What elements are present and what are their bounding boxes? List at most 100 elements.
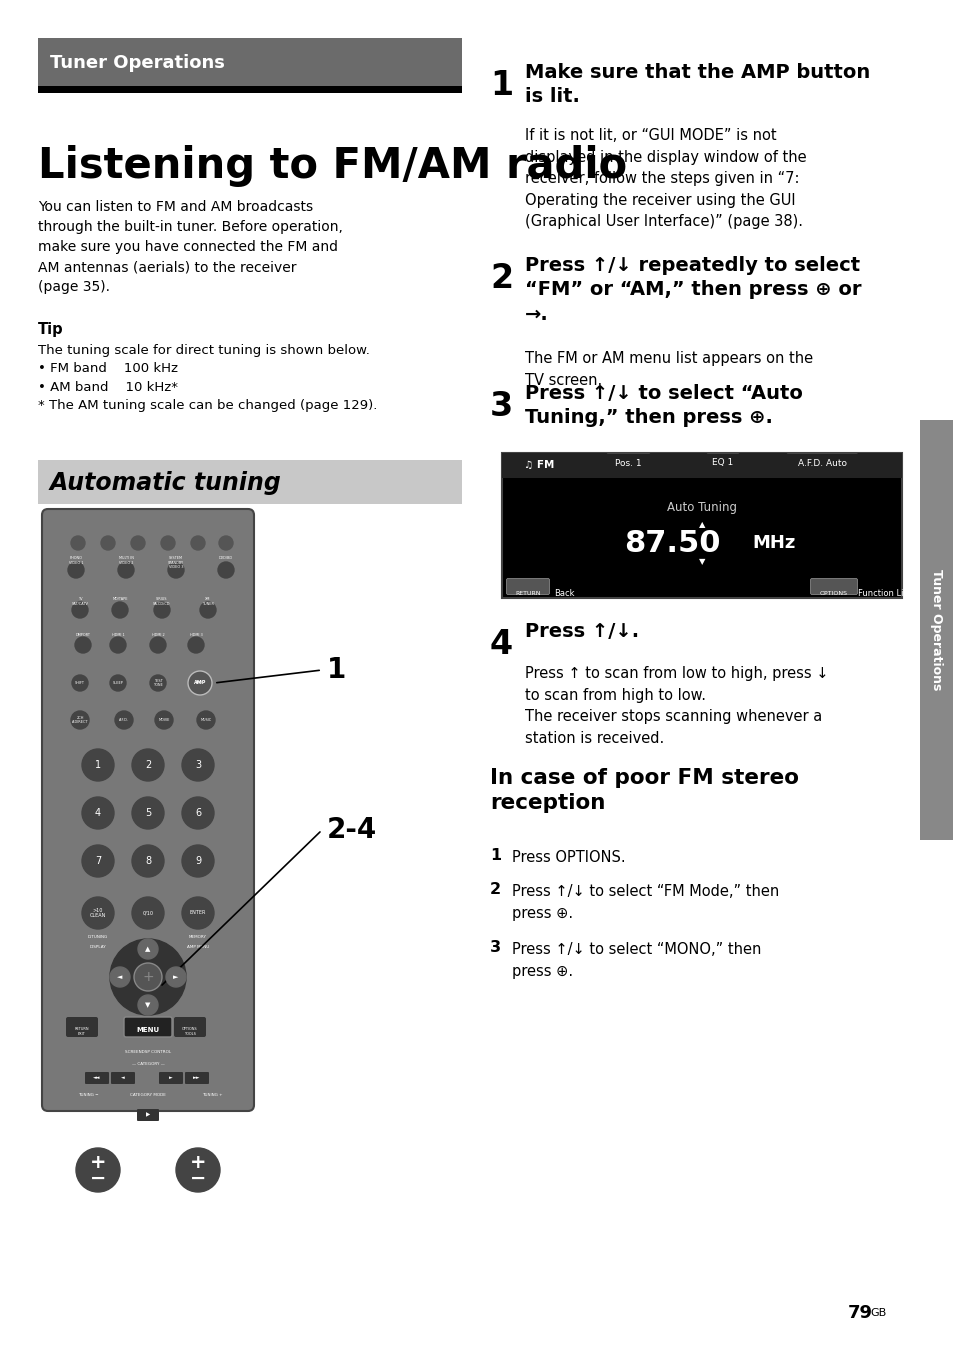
Circle shape <box>154 711 172 729</box>
Text: 7: 7 <box>94 856 101 867</box>
FancyBboxPatch shape <box>810 579 857 595</box>
Circle shape <box>101 535 115 550</box>
Text: TUNING −: TUNING − <box>78 1092 98 1096</box>
Circle shape <box>191 535 205 550</box>
Text: Press ↑/↓ to select “FM Mode,” then
press ⊕.: Press ↑/↓ to select “FM Mode,” then pres… <box>512 884 779 921</box>
Circle shape <box>190 673 210 694</box>
Text: EQ 1: EQ 1 <box>712 458 733 468</box>
FancyBboxPatch shape <box>66 1017 98 1037</box>
Text: Make sure that the AMP button
is lit.: Make sure that the AMP button is lit. <box>524 64 869 105</box>
Circle shape <box>71 602 88 618</box>
Text: DMPORT: DMPORT <box>75 633 91 637</box>
FancyBboxPatch shape <box>501 453 901 477</box>
Text: RETURN: RETURN <box>515 591 540 596</box>
Circle shape <box>71 535 85 550</box>
Text: MD/TAPE: MD/TAPE <box>112 598 128 602</box>
FancyBboxPatch shape <box>38 87 461 93</box>
Text: ▲: ▲ <box>145 946 151 952</box>
Text: −: − <box>90 1168 106 1187</box>
Text: Press ↑/↓ to select “Auto
Tuning,” then press ⊕.: Press ↑/↓ to select “Auto Tuning,” then … <box>524 384 802 427</box>
Circle shape <box>75 637 91 653</box>
FancyBboxPatch shape <box>785 454 858 472</box>
Text: RETURN
EXIT: RETURN EXIT <box>74 1028 90 1036</box>
Text: ►►: ►► <box>193 1075 200 1080</box>
Text: AMP MENU: AMP MENU <box>187 945 209 949</box>
Text: Press ↑/↓ repeatedly to select
“FM” or “AM,” then press ⊕ or
→.: Press ↑/↓ repeatedly to select “FM” or “… <box>524 256 861 323</box>
FancyBboxPatch shape <box>137 1109 159 1121</box>
Text: ◄◄: ◄◄ <box>93 1075 101 1080</box>
Text: If it is not lit, or “GUI MODE” is not
displayed in the display window of the
re: If it is not lit, or “GUI MODE” is not d… <box>524 128 806 230</box>
Text: SCREENDSP CONTROL: SCREENDSP CONTROL <box>125 1051 171 1055</box>
Text: ◄: ◄ <box>117 973 123 980</box>
Circle shape <box>115 711 132 729</box>
Text: Tuner Operations: Tuner Operations <box>50 54 225 72</box>
Text: ►: ► <box>173 973 178 980</box>
Text: +: + <box>90 1153 106 1172</box>
Circle shape <box>218 562 233 579</box>
Text: ◄: ◄ <box>121 1075 125 1080</box>
Text: 1: 1 <box>490 69 513 101</box>
Circle shape <box>118 562 133 579</box>
Text: The tuning scale for direct tuning is shown below.
• FM band    100 kHz
• AM ban: The tuning scale for direct tuning is sh… <box>38 343 377 412</box>
Text: MEMORY: MEMORY <box>189 936 207 940</box>
Text: A.F.D. Auto: A.F.D. Auto <box>797 458 846 468</box>
Circle shape <box>132 896 164 929</box>
Circle shape <box>82 749 113 781</box>
Text: Auto Tuning: Auto Tuning <box>666 502 737 515</box>
Circle shape <box>82 896 113 929</box>
Circle shape <box>68 562 84 579</box>
Circle shape <box>182 845 213 877</box>
Text: 87.50: 87.50 <box>623 529 720 557</box>
Text: CATEGORY MODE: CATEGORY MODE <box>130 1092 166 1096</box>
FancyBboxPatch shape <box>85 1072 109 1084</box>
Circle shape <box>112 602 128 618</box>
Circle shape <box>133 963 162 991</box>
Text: TUNING +: TUNING + <box>202 1092 223 1096</box>
Text: GB: GB <box>869 1307 885 1318</box>
Text: Automatic tuning: Automatic tuning <box>50 470 281 495</box>
FancyBboxPatch shape <box>38 38 461 87</box>
FancyBboxPatch shape <box>42 508 253 1111</box>
Circle shape <box>132 749 164 781</box>
FancyBboxPatch shape <box>705 454 740 472</box>
Text: 4: 4 <box>95 808 101 818</box>
FancyBboxPatch shape <box>185 1072 209 1084</box>
Text: DVD/BD: DVD/BD <box>218 556 233 560</box>
Circle shape <box>168 562 184 579</box>
Text: Press ↑/↓ to select “MONO,” then
press ⊕.: Press ↑/↓ to select “MONO,” then press ⊕… <box>512 942 760 979</box>
Text: Press OPTIONS.: Press OPTIONS. <box>512 850 625 865</box>
Text: MHz: MHz <box>751 534 795 552</box>
Circle shape <box>110 637 126 653</box>
Circle shape <box>82 796 113 829</box>
Circle shape <box>166 967 186 987</box>
Text: 3: 3 <box>490 389 513 423</box>
FancyBboxPatch shape <box>605 454 650 472</box>
Circle shape <box>182 796 213 829</box>
Circle shape <box>71 711 89 729</box>
Text: ►: ► <box>169 1075 172 1080</box>
FancyBboxPatch shape <box>501 454 901 479</box>
Circle shape <box>82 845 113 877</box>
Circle shape <box>150 637 166 653</box>
Text: 3: 3 <box>490 940 500 955</box>
Text: Press ↑/↓.: Press ↑/↓. <box>524 622 639 641</box>
Text: Tip: Tip <box>38 322 64 337</box>
Text: ▲: ▲ <box>698 521 704 530</box>
Text: Function List: Function List <box>857 589 910 598</box>
Circle shape <box>188 637 204 653</box>
Text: ▼: ▼ <box>698 557 704 566</box>
Text: — CATEGORY —: — CATEGORY — <box>132 1063 164 1065</box>
Text: 3: 3 <box>194 760 201 771</box>
Text: MUSIC: MUSIC <box>200 718 212 722</box>
Text: HDMI 3: HDMI 3 <box>190 633 202 637</box>
Text: SHIFT: SHIFT <box>75 681 85 685</box>
Text: 8: 8 <box>145 856 151 867</box>
Circle shape <box>150 675 166 691</box>
Text: 1: 1 <box>327 656 346 684</box>
Circle shape <box>132 796 164 829</box>
Text: 2: 2 <box>490 262 513 295</box>
Text: ▼: ▼ <box>145 1002 151 1009</box>
Text: Back: Back <box>554 589 574 598</box>
Text: ▶: ▶ <box>146 1113 150 1118</box>
Text: 4: 4 <box>490 627 513 661</box>
